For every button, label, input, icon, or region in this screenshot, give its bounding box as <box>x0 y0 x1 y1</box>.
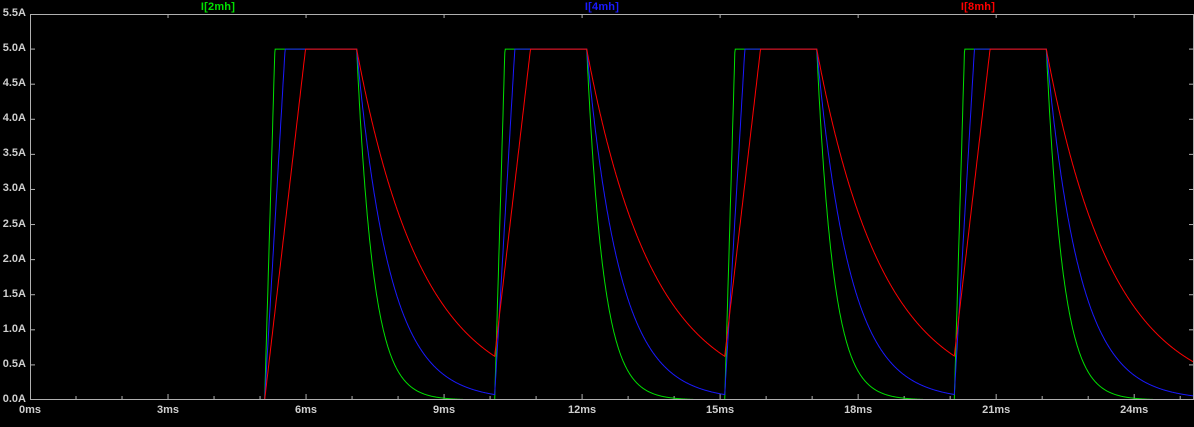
y-tick-label: 0.0A <box>2 393 26 405</box>
trace-I[8mh] <box>30 48 1194 400</box>
x-tick-label: 0ms <box>18 404 42 416</box>
x-tick-label: 24ms <box>1120 404 1149 416</box>
y-tick-label: 1.0A <box>2 322 26 335</box>
y-tick-label: 1.5A <box>2 287 26 300</box>
x-tick-label: 9ms <box>433 404 456 416</box>
trace-I[2mh] <box>30 48 1194 400</box>
x-tick-label: 21ms <box>982 404 1011 416</box>
y-tick-label: 4.0A <box>2 112 26 125</box>
x-tick-label: 6ms <box>295 404 318 416</box>
waveform-plot[interactable] <box>30 14 1194 400</box>
y-tick-label: 5.0A <box>2 42 26 55</box>
x-tick-label: 3ms <box>157 404 180 416</box>
trace-label-I[4mh]: I[4mh] <box>584 1 620 13</box>
y-tick-label: 0.5A <box>2 357 26 370</box>
trace-label-I[8mh]: I[8mh] <box>960 1 996 13</box>
trace-legend: I[2mh] I[4mh] I[8mh] <box>0 0 1194 14</box>
trace-label-I[2mh]: I[2mh] <box>200 1 236 13</box>
x-tick-label: 18ms <box>844 404 873 416</box>
plot-area[interactable] <box>30 14 1194 400</box>
plot-border <box>30 14 1194 400</box>
y-tick-label: 2.5A <box>2 217 26 230</box>
y-tick-label: 5.5A <box>2 7 26 19</box>
y-tick-label: 3.5A <box>2 147 26 160</box>
trace-I[4mh] <box>30 48 1194 400</box>
x-tick-label: 15ms <box>706 404 735 416</box>
y-tick-label: 3.0A <box>2 182 26 195</box>
x-tick-label: 12ms <box>568 404 597 416</box>
y-tick-label: 4.5A <box>2 77 26 90</box>
y-tick-label: 2.0A <box>2 252 26 265</box>
